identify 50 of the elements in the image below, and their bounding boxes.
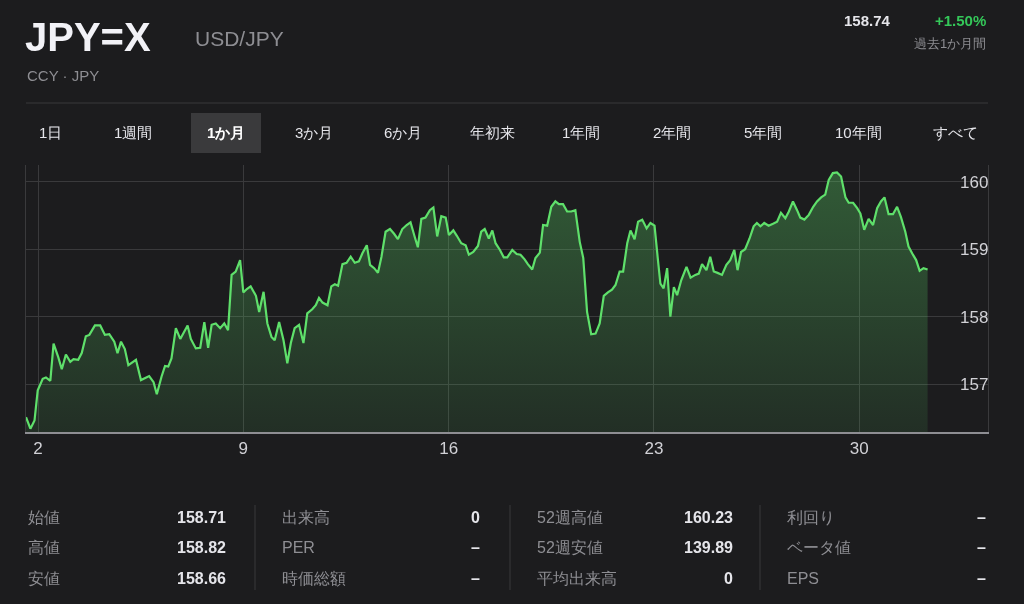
text: – (977, 570, 986, 587)
text: 6か月 (384, 124, 423, 141)
y-tick-label: 157 (960, 375, 989, 395)
text: 1か月 (207, 124, 246, 141)
text: ベータ値 (787, 539, 851, 556)
y-tick-label: 158 (960, 307, 989, 327)
text: 1週間 (114, 124, 153, 141)
text: 5年間 (744, 124, 783, 141)
x-tick-label: 16 (439, 439, 459, 459)
text: – (471, 539, 480, 556)
text: – (977, 539, 986, 556)
text: 0 (724, 570, 733, 587)
x-tick-label: 23 (644, 439, 664, 459)
text: 139.89 (684, 539, 734, 556)
text: 1日 (39, 124, 63, 141)
text: 158.71 (177, 509, 227, 526)
x-tick-label: 9 (238, 439, 249, 459)
text: – (471, 570, 480, 587)
y-tick-label: 160 (960, 172, 989, 192)
text: 0 (471, 509, 480, 526)
text: 高値 (28, 539, 60, 556)
text: 158.74 (844, 12, 891, 29)
text: 3か月 (295, 124, 334, 141)
text: 時価総額 (282, 570, 346, 587)
x-tick-label: 2 (33, 439, 43, 459)
text: 160.23 (684, 509, 734, 526)
text: 10年間 (835, 124, 882, 141)
text: – (977, 509, 986, 526)
text: 158.82 (177, 539, 227, 556)
text: 158.66 (177, 570, 227, 587)
text: 始値 (28, 509, 60, 526)
text: PER (282, 539, 315, 556)
text: 2年間 (653, 124, 692, 141)
text: +1.50% (935, 12, 987, 29)
text: 52週高値 (537, 509, 603, 526)
text: 1年間 (562, 124, 601, 141)
text: 52週安値 (537, 539, 603, 556)
text: CCY · JPY (27, 67, 100, 84)
text: 安値 (28, 570, 60, 587)
text: 平均出来高 (537, 570, 617, 587)
text: 出来高 (282, 509, 330, 526)
chart-title: JPY=X (25, 15, 151, 59)
text: 利回り (787, 509, 835, 526)
text: 年初来 (470, 124, 515, 141)
text: EPS (787, 570, 820, 587)
y-tick-label: 159 (960, 240, 989, 260)
text: すべて (933, 124, 978, 141)
text: 過去1か月間 (914, 36, 987, 51)
x-tick-label: 30 (849, 439, 869, 459)
chart-subtitle: USD/JPY (195, 27, 284, 50)
